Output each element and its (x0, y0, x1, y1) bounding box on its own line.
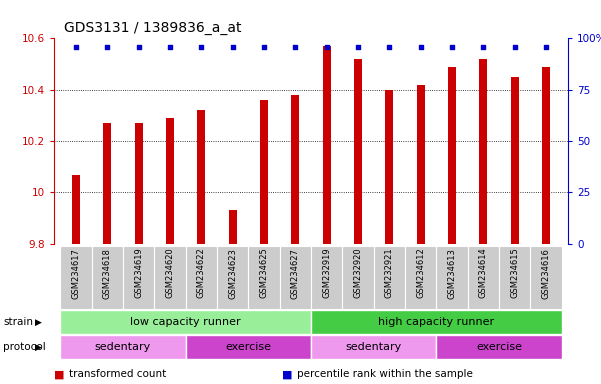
Text: ▶: ▶ (35, 343, 41, 352)
Text: GSM232920: GSM232920 (353, 248, 362, 298)
Bar (60, 310, 311, 334)
Bar (103, 123, 111, 244)
Bar (123, 246, 154, 309)
Bar (60, 246, 92, 309)
Text: GSM234615: GSM234615 (510, 248, 519, 298)
Point (353, 43, 363, 50)
Bar (154, 246, 186, 309)
Bar (323, 46, 331, 244)
Text: GSM234612: GSM234612 (416, 248, 425, 298)
Bar (405, 246, 436, 309)
Point (103, 43, 112, 50)
Text: transformed count: transformed count (69, 369, 166, 379)
Bar (354, 59, 362, 244)
Text: exercise: exercise (225, 342, 272, 352)
Bar (186, 335, 311, 359)
Bar (530, 246, 562, 309)
Bar (311, 246, 343, 309)
Point (259, 43, 269, 50)
Point (165, 43, 175, 50)
Point (478, 43, 488, 50)
Text: ■: ■ (54, 369, 64, 379)
Bar (186, 246, 217, 309)
Point (385, 43, 394, 50)
Text: GSM234623: GSM234623 (228, 248, 237, 298)
Bar (311, 310, 562, 334)
Bar (374, 246, 405, 309)
Bar (416, 84, 424, 244)
Bar (198, 110, 206, 244)
Text: high capacity runner: high capacity runner (378, 317, 495, 327)
Bar (248, 246, 279, 309)
Bar (72, 174, 80, 244)
Bar (260, 100, 268, 244)
Bar (499, 246, 530, 309)
Text: ▶: ▶ (35, 318, 41, 327)
Text: GSM234620: GSM234620 (165, 248, 174, 298)
Bar (229, 210, 237, 244)
Bar (291, 95, 299, 244)
Text: GSM234617: GSM234617 (72, 248, 81, 298)
Text: GSM234614: GSM234614 (479, 248, 488, 298)
Point (71, 43, 81, 50)
Text: GDS3131 / 1389836_a_at: GDS3131 / 1389836_a_at (64, 21, 242, 35)
Point (447, 43, 457, 50)
Point (197, 43, 206, 50)
Text: GSM232919: GSM232919 (322, 248, 331, 298)
Bar (436, 335, 562, 359)
Bar (92, 246, 123, 309)
Bar (60, 335, 186, 359)
Text: low capacity runner: low capacity runner (130, 317, 241, 327)
Text: GSM234616: GSM234616 (542, 248, 551, 298)
Text: protocol: protocol (3, 342, 46, 352)
Bar (511, 77, 519, 244)
Text: ■: ■ (282, 369, 293, 379)
Text: GSM232921: GSM232921 (385, 248, 394, 298)
Text: GSM234613: GSM234613 (448, 248, 457, 298)
Bar (217, 246, 248, 309)
Text: sedentary: sedentary (95, 342, 151, 352)
Bar (385, 90, 393, 244)
Text: percentile rank within the sample: percentile rank within the sample (297, 369, 474, 379)
Point (322, 43, 332, 50)
Point (290, 43, 300, 50)
Text: GSM234619: GSM234619 (134, 248, 143, 298)
Point (510, 43, 519, 50)
Bar (279, 246, 311, 309)
Text: GSM234622: GSM234622 (197, 248, 206, 298)
Text: GSM234627: GSM234627 (291, 248, 300, 298)
Bar (542, 67, 550, 244)
Bar (311, 335, 436, 359)
Bar (468, 246, 499, 309)
Point (228, 43, 237, 50)
Bar (166, 118, 174, 244)
Bar (448, 67, 456, 244)
Bar (343, 246, 374, 309)
Bar (436, 246, 468, 309)
Text: GSM234618: GSM234618 (103, 248, 112, 298)
Text: strain: strain (3, 317, 33, 327)
Bar (480, 59, 487, 244)
Bar (135, 123, 142, 244)
Point (416, 43, 426, 50)
Point (542, 43, 551, 50)
Text: GSM234625: GSM234625 (260, 248, 269, 298)
Text: sedentary: sedentary (346, 342, 402, 352)
Text: exercise: exercise (476, 342, 522, 352)
Point (134, 43, 144, 50)
